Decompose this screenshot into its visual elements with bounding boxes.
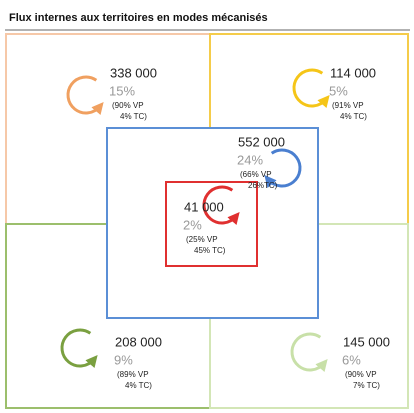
zone-vp: (90% VP — [345, 370, 377, 379]
zone-share: 2% — [183, 217, 202, 232]
zone-vp: (25% VP — [186, 235, 218, 244]
zone-value: 338 000 — [110, 65, 157, 80]
zone-value: 552 000 — [238, 134, 285, 149]
cycle-arrow — [66, 75, 104, 116]
zone-vp: (66% VP — [240, 170, 272, 179]
zone-vp: (91% VP — [332, 101, 364, 110]
zone-share: 9% — [114, 352, 133, 367]
cycle-arrow — [292, 68, 330, 109]
zone-share: 6% — [342, 352, 361, 367]
cycle-arrow — [290, 332, 328, 373]
zone-share: 15% — [109, 83, 135, 98]
zone-value: 41 000 — [184, 199, 224, 214]
zone-share: 24% — [237, 152, 263, 167]
cycle-arrow — [264, 148, 302, 189]
zone-tc: 4% TC) — [120, 112, 147, 121]
zone-tc: 4% TC) — [125, 381, 152, 390]
cycle-arrow — [202, 185, 240, 226]
zone-value: 208 000 — [115, 334, 162, 349]
zone-vp: (89% VP — [117, 370, 149, 379]
zone-frame — [165, 181, 258, 267]
zone-share: 5% — [329, 83, 348, 98]
zone-tc: 45% TC) — [194, 246, 226, 255]
zone-vp: (90% VP — [112, 101, 144, 110]
cycle-arrow — [60, 328, 98, 369]
zone-value: 145 000 — [343, 334, 390, 349]
zone-tc: 26%TC) — [248, 181, 278, 190]
title: Flux internes aux territoires en modes m… — [9, 12, 268, 24]
zone-tc: 7% TC) — [353, 381, 380, 390]
zone-tc: 4% TC) — [340, 112, 367, 121]
zone-value: 114 000 — [330, 65, 376, 80]
